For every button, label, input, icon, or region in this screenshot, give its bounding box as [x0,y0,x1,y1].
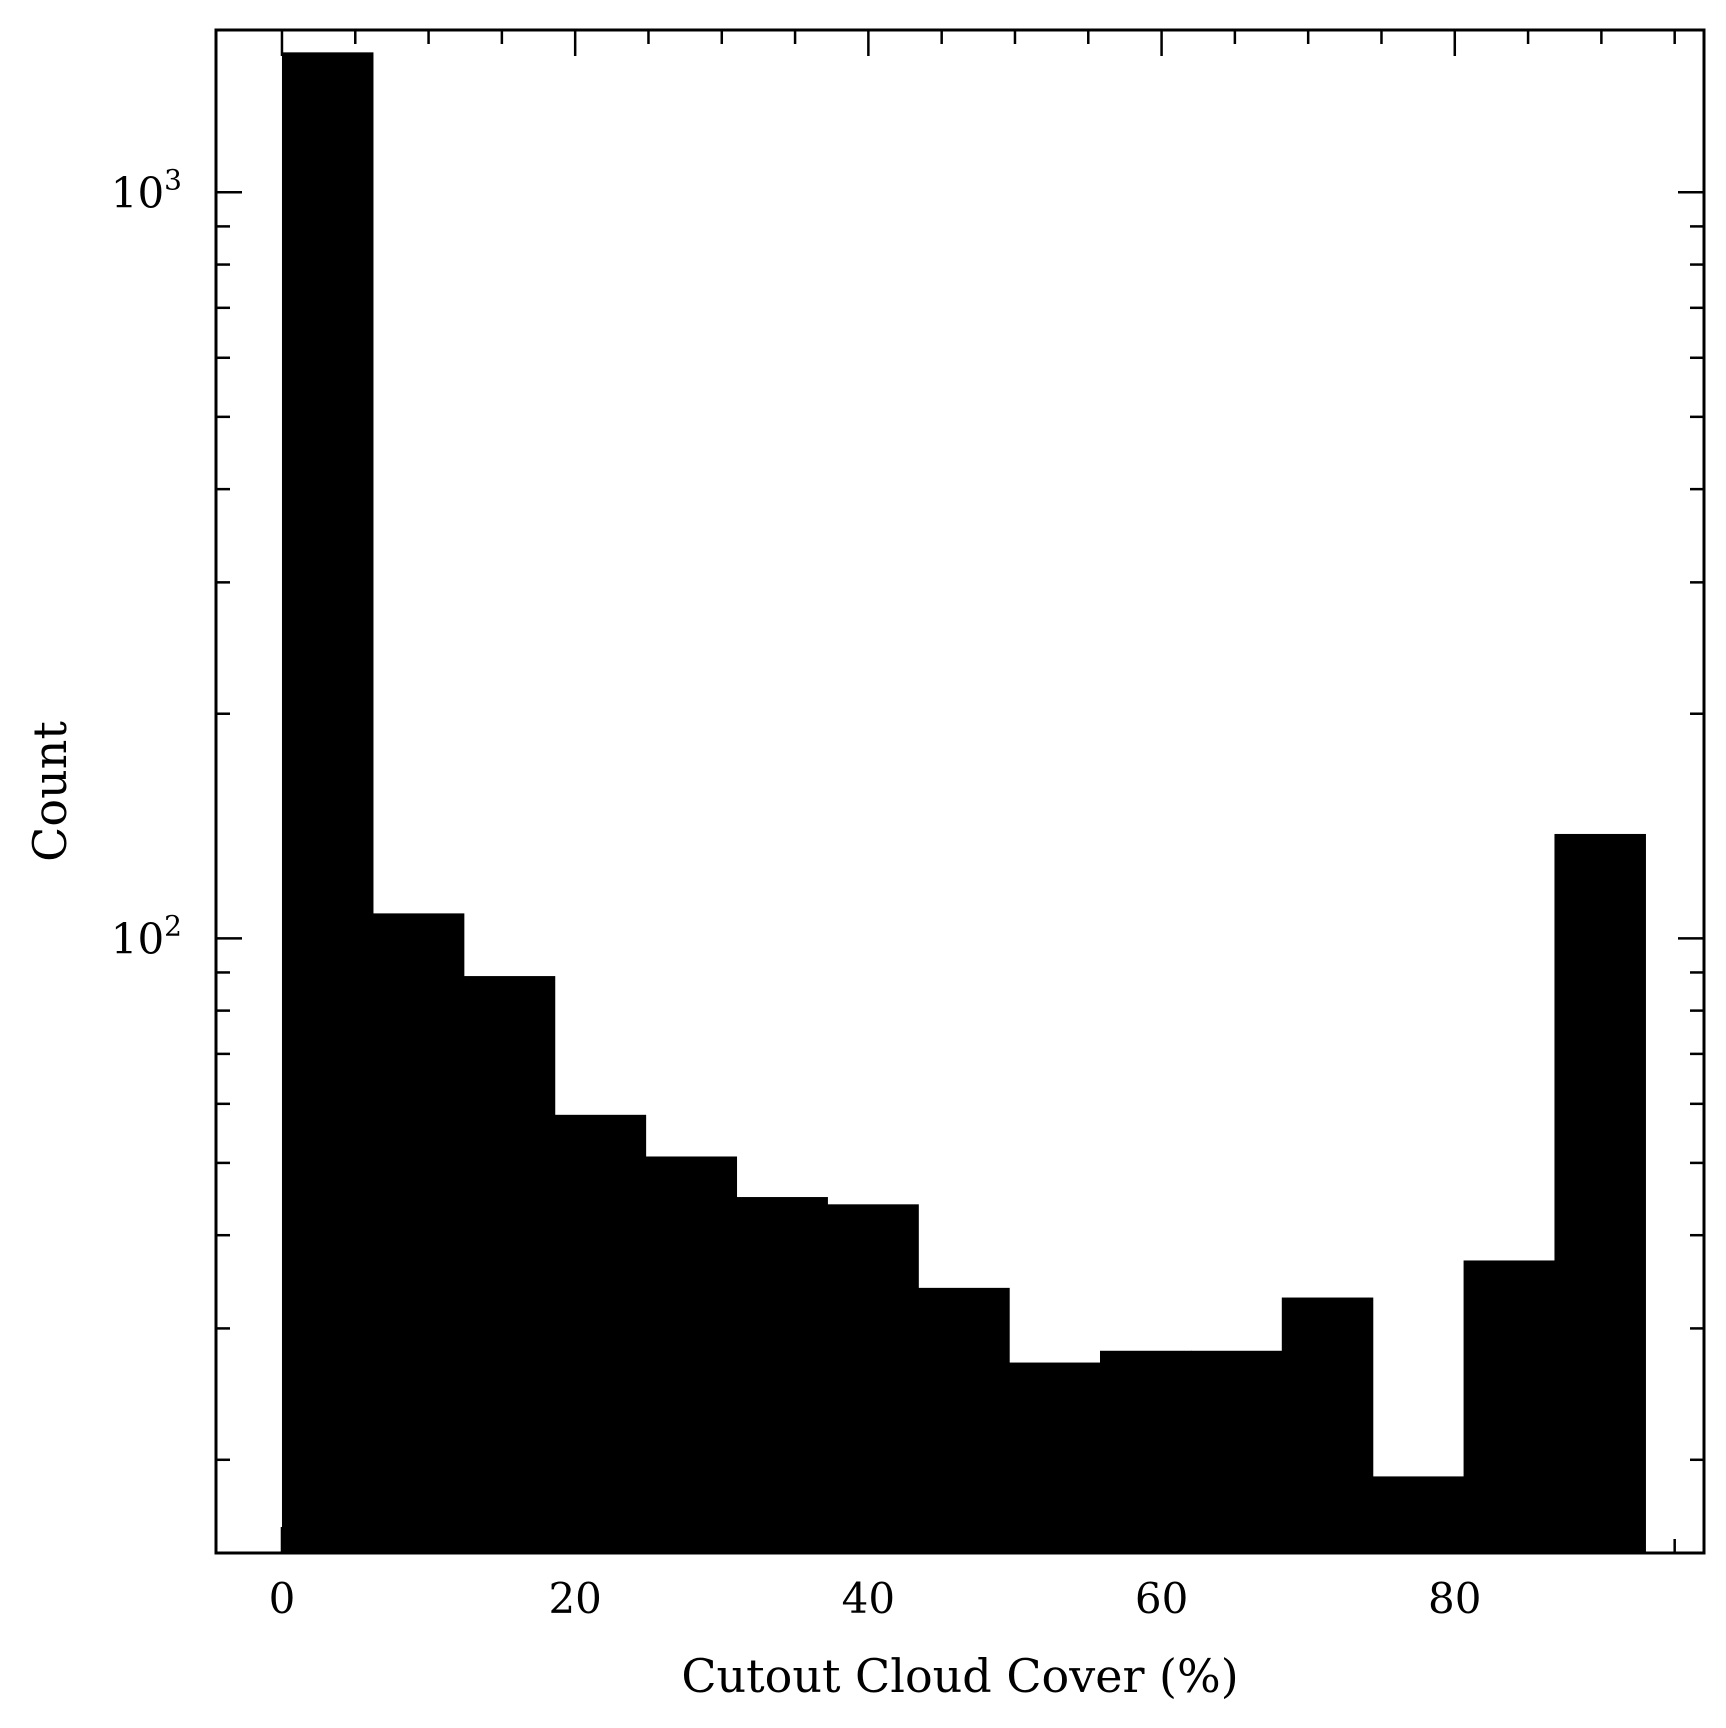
axis-ticks [216,30,1704,1553]
histogram-bar [281,52,374,1553]
y-tick-label: 103 [111,163,182,217]
plot-frame [214,28,1706,1555]
histogram-bar [1100,1350,1192,1553]
x-tick-label: 80 [1428,1574,1481,1623]
y-tick-exponent: 3 [164,163,182,196]
histogram-bar [1554,833,1646,1553]
y-tick-base: 10 [111,168,164,217]
y-axis-label: Count [23,721,77,862]
x-axis-label: Cutout Cloud Cover (%) [681,1649,1238,1703]
histogram-bar [1463,1260,1556,1553]
x-tick-label: 40 [842,1574,895,1623]
histogram-bar [1009,1362,1101,1553]
histogram-bar [463,976,556,1553]
histogram-bar [918,1287,1010,1553]
x-tick-label: 0 [269,1574,296,1623]
y-tick-base: 10 [111,914,164,963]
histogram-bars [281,52,1646,1553]
histogram-bar [827,1204,919,1553]
histogram-bar [736,1197,828,1553]
histogram-bar [645,1156,738,1553]
y-tick-exponent: 2 [164,909,182,942]
x-tick-label: 60 [1135,1574,1188,1623]
x-tick-labels: 0 20 40 60 80 [269,1574,1482,1623]
y-tick-label: 102 [111,909,182,963]
histogram-bar [372,913,465,1553]
histogram-bar [554,1114,647,1553]
histogram-bar [1190,1350,1283,1553]
histogram-bar [1372,1476,1465,1553]
x-tick-label: 20 [548,1574,601,1623]
histogram-bar [1281,1297,1374,1553]
